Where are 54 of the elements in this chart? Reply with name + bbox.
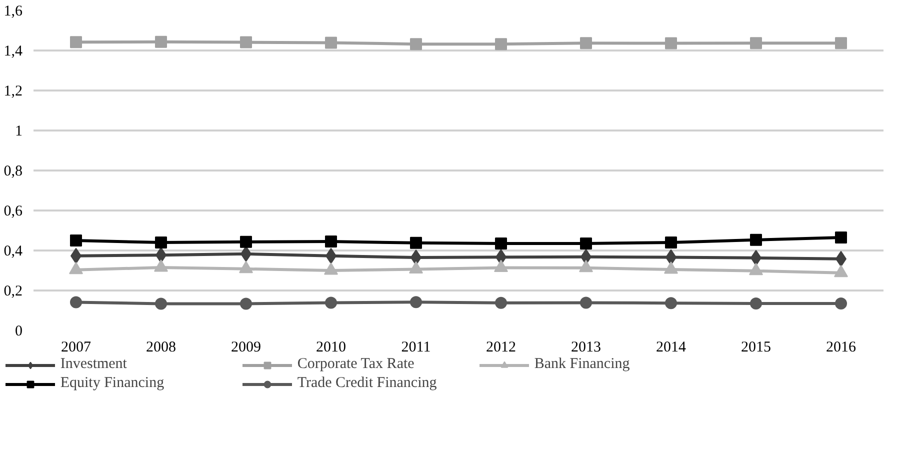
point xyxy=(750,298,762,310)
point xyxy=(155,236,167,248)
point xyxy=(240,236,252,248)
legend-label: Bank Financing xyxy=(534,356,631,373)
y-tick-label: 0,4 xyxy=(4,244,23,260)
point xyxy=(580,238,592,250)
point xyxy=(410,236,422,249)
point xyxy=(750,234,762,246)
point xyxy=(580,296,592,309)
point xyxy=(665,37,677,50)
point xyxy=(410,296,422,308)
y-tick-label: 0,8 xyxy=(4,164,22,180)
x-tick-label: 2013 xyxy=(571,340,601,356)
point xyxy=(750,37,762,50)
y-tick-label: 1,2 xyxy=(4,84,22,100)
legend-label: Trade Credit Financing xyxy=(297,375,438,392)
point xyxy=(240,36,252,48)
point xyxy=(325,36,337,49)
x-tick-label: 2011 xyxy=(401,340,431,356)
point xyxy=(155,298,167,310)
legend-label: Equity Financing xyxy=(60,375,166,392)
point xyxy=(665,297,677,310)
point xyxy=(835,232,847,244)
point xyxy=(835,298,847,310)
x-tick-label: 2012 xyxy=(486,340,516,356)
x-tick-label: 2009 xyxy=(231,340,261,356)
point xyxy=(835,37,847,50)
y-tick-label: 1,6 xyxy=(4,4,23,20)
point xyxy=(325,296,337,309)
x-tick-label: 2015 xyxy=(741,340,771,356)
point xyxy=(410,38,422,50)
point xyxy=(495,38,507,50)
point xyxy=(325,236,337,248)
point xyxy=(495,238,507,250)
y-tick-label: 0 xyxy=(15,324,22,340)
x-tick-label: 2014 xyxy=(656,340,686,356)
y-tick-label: 1,4 xyxy=(4,44,23,60)
point xyxy=(70,36,82,48)
y-tick-label: 0,6 xyxy=(4,204,23,220)
legend-label: Corporate Tax Rate xyxy=(297,356,416,373)
x-tick-label: 2007 xyxy=(61,340,92,356)
point xyxy=(70,296,82,308)
point xyxy=(240,298,252,310)
y-tick-label: 0,2 xyxy=(4,284,22,300)
point xyxy=(70,234,82,246)
point xyxy=(155,36,167,48)
x-tick-label: 2008 xyxy=(146,340,176,356)
point xyxy=(580,37,592,50)
y-tick-label: 1 xyxy=(15,124,22,140)
legend-label: Investment xyxy=(60,356,128,373)
point xyxy=(665,236,677,248)
point xyxy=(495,296,507,309)
x-tick-label: 2010 xyxy=(316,340,346,356)
x-tick-label: 2016 xyxy=(826,340,856,356)
